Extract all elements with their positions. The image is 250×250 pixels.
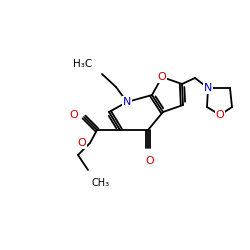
Text: N: N xyxy=(204,83,212,93)
Text: CH₃: CH₃ xyxy=(92,178,110,188)
Text: O: O xyxy=(69,110,78,120)
Text: N: N xyxy=(123,97,131,107)
Text: H₃C: H₃C xyxy=(73,59,92,69)
Text: O: O xyxy=(146,156,154,166)
Text: O: O xyxy=(77,138,86,148)
Text: O: O xyxy=(216,110,224,120)
Text: O: O xyxy=(158,72,166,82)
